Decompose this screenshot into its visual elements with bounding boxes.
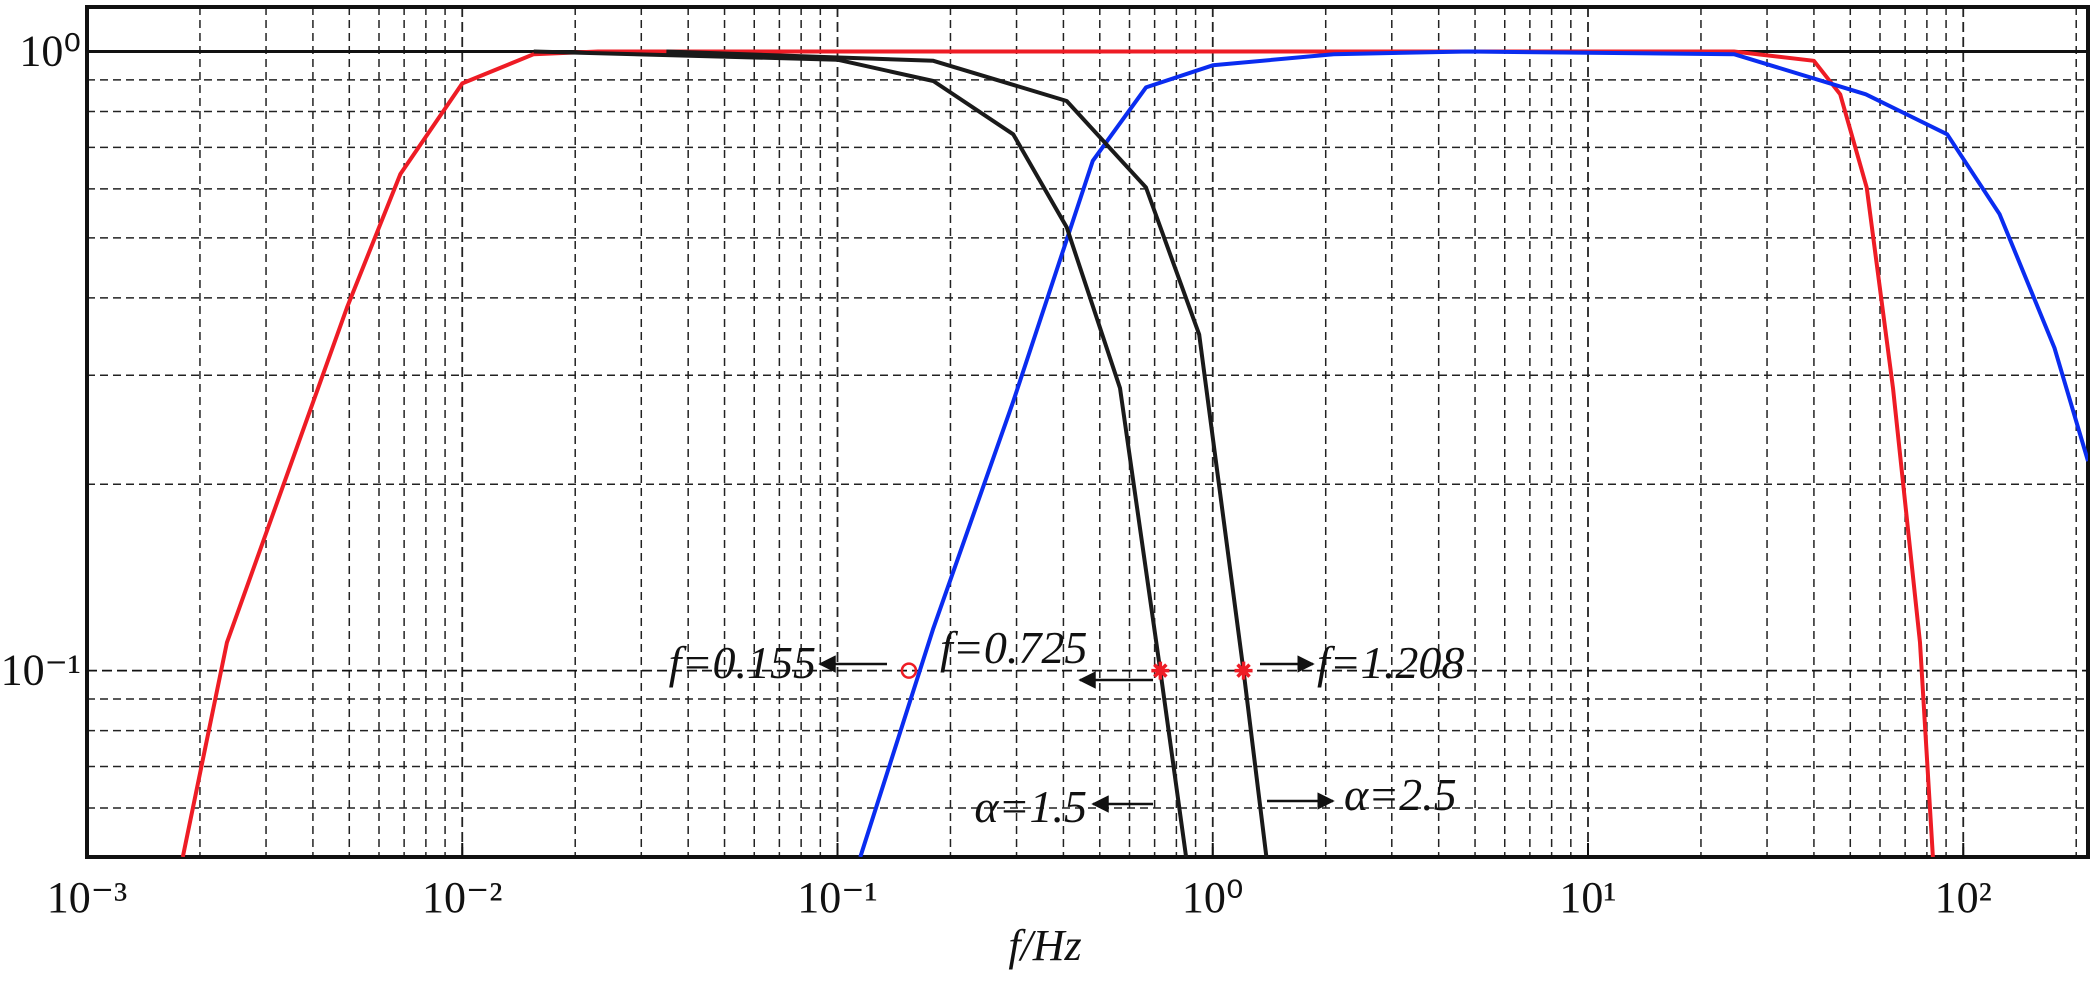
x-tick-label: 10⁻³ (47, 873, 127, 922)
annotation: α=1.5 (974, 781, 1087, 832)
x-axis-label: f/Hz (1008, 921, 1081, 970)
annotation: f=1.208 (1317, 637, 1464, 688)
annotation: f=0.155 (669, 637, 816, 688)
x-tick-label: 10⁻² (422, 873, 502, 922)
series-line (858, 49, 2088, 857)
x-tick-label: 10¹ (1559, 873, 1616, 922)
x-tick-label: 10⁻¹ (797, 873, 877, 922)
x-tick-label: 10⁰ (1182, 873, 1244, 922)
y-tick-label: 10⁻¹ (1, 646, 81, 695)
annotation: α=2.5 (1344, 769, 1457, 820)
y-tick-label: 10⁰ (19, 27, 81, 76)
series-line (180, 49, 1935, 857)
x-tick-label: 10² (1935, 873, 1992, 922)
marker (1151, 661, 1170, 680)
series-line (533, 49, 1189, 857)
annotation: f=0.725 (940, 622, 1087, 673)
marker (1234, 661, 1253, 680)
plot-area (180, 49, 2088, 857)
marker (900, 662, 918, 679)
plot-frame (85, 5, 2090, 859)
